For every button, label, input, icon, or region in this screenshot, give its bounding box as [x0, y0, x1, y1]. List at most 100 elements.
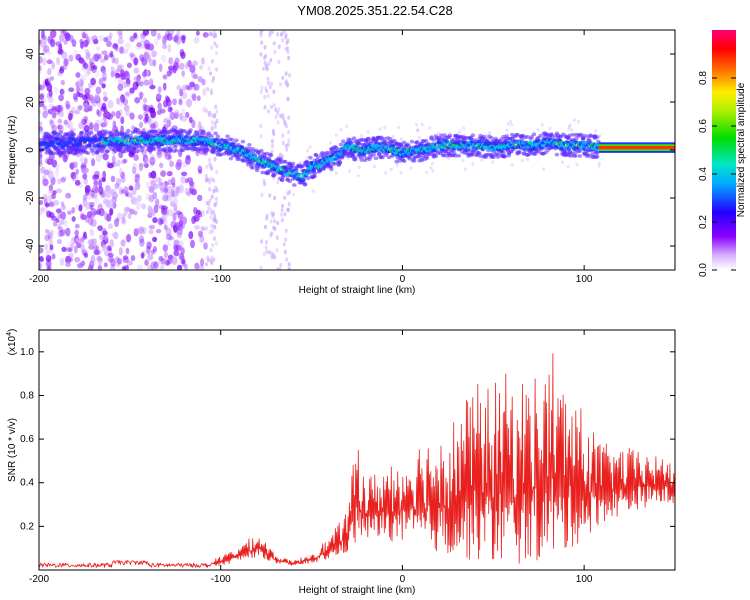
spectrogram-cell — [259, 30, 263, 35]
spectrogram-cell — [208, 230, 212, 235]
spectrogram-cell — [130, 194, 135, 204]
x-tick-label: 0 — [400, 574, 406, 585]
ridge-outer — [411, 158, 417, 163]
spectrogram-cell — [97, 225, 103, 231]
spectrogram-cell — [107, 188, 114, 194]
spectrogram-cell — [165, 30, 170, 39]
spectrogram-cell — [110, 111, 116, 117]
spectrogram-cell — [57, 178, 62, 185]
spectrogram-cell — [260, 239, 263, 244]
spectrogram-cell — [70, 106, 76, 114]
spectrogram-cell — [267, 109, 270, 114]
ridge-outer — [377, 151, 382, 156]
spectrogram-cell — [49, 244, 54, 251]
spectrogram-cell — [458, 129, 462, 134]
spectrogram-cell — [49, 76, 55, 81]
ridge-outer — [102, 144, 107, 149]
spectrogram-cell — [208, 198, 212, 204]
spectrogram-cell — [275, 235, 279, 240]
ridge-outer — [326, 151, 332, 155]
spectrogram-cell — [91, 158, 96, 167]
spectrogram-cell — [145, 181, 150, 189]
spectrogram-cell — [43, 169, 50, 176]
spectrogram-cell — [212, 178, 216, 183]
spectrogram-cell — [54, 169, 59, 178]
spectrogram-cell — [46, 158, 54, 165]
spectrogram-cell — [105, 200, 111, 208]
spectrogram-cell — [154, 177, 161, 183]
spectrogram-cell — [103, 262, 108, 268]
ridge-outer — [315, 155, 321, 159]
spectrogram-cell — [123, 206, 129, 215]
spectrogram-cell — [162, 74, 168, 80]
chart-title: YM08.2025.351.22.54.C28 — [297, 3, 452, 18]
spectrogram-cell — [127, 213, 132, 219]
spectrogram-cell — [55, 104, 62, 113]
spectrogram-cell — [166, 170, 173, 177]
ridge-outer — [300, 164, 305, 168]
spectrogram-cell — [471, 162, 475, 166]
spectrogram-cell — [45, 77, 51, 86]
spectrogram-cell — [133, 154, 139, 162]
spectrogram-cell — [53, 200, 60, 206]
ridge-outer — [402, 159, 407, 163]
spectrogram-cell — [80, 74, 87, 81]
ridge-outer — [470, 133, 476, 138]
spectrogram-cell — [280, 32, 283, 37]
ridge-outer — [247, 143, 252, 147]
spectrogram-cell — [163, 217, 168, 226]
spectrogram-cell — [161, 35, 166, 41]
spectrogram-cell — [167, 153, 173, 162]
spectrogram-cell — [214, 241, 218, 246]
spectrogram-cell — [58, 68, 65, 74]
spectrogram-cell — [124, 207, 128, 216]
spectrogram-cell — [149, 160, 155, 167]
spectrogram-cell — [185, 84, 191, 90]
ridge-outer — [249, 162, 254, 167]
spectrogram-cell — [160, 262, 166, 268]
spectrogram-cell — [189, 64, 196, 73]
spectrogram-cell — [167, 65, 175, 71]
spectrogram-cell — [65, 103, 70, 111]
spectrogram-cell — [366, 130, 370, 134]
spectrogram-cell — [69, 162, 75, 170]
spectrogram-cell — [121, 265, 126, 270]
spectrogram-cell — [101, 189, 107, 198]
spectrogram-cell — [77, 77, 83, 86]
spectrogram-cell — [396, 125, 400, 130]
spectrogram-cell — [282, 242, 286, 247]
spectrogram-cell — [163, 74, 167, 80]
spectrogram-cell — [169, 200, 175, 207]
ridge-outer — [595, 151, 600, 155]
spectrogram-cell — [95, 70, 100, 78]
spectrogram-cell — [50, 215, 57, 221]
spectrogram-cell — [199, 64, 203, 70]
spectrogram-cell — [160, 214, 165, 223]
spectrogram-cell — [88, 94, 94, 102]
spectrogram-cell — [46, 59, 53, 65]
spectrogram-cell — [116, 159, 121, 167]
spectrogram-cell — [87, 68, 91, 75]
spectrogram-x-axis: -200 -100 0 100 — [29, 30, 593, 285]
spectrogram-cell — [65, 227, 71, 237]
ridge-outer — [39, 137, 44, 142]
spectrogram-cell — [153, 120, 159, 130]
spectrogram-cell — [138, 162, 145, 168]
ridge-outer — [113, 149, 118, 154]
ridge-outer — [157, 147, 163, 152]
spectrogram-cell — [214, 104, 218, 110]
spectrogram-cell — [90, 218, 97, 228]
spectrogram-cell — [187, 60, 192, 68]
ridge-outer — [402, 140, 407, 145]
spectrogram-cell — [110, 70, 115, 78]
spectrogram-cell — [191, 188, 197, 196]
spectrogram-cell — [81, 118, 88, 125]
spectrogram-cell — [52, 112, 57, 120]
spectrogram-cell — [158, 255, 164, 262]
spectrogram-cell — [48, 184, 54, 192]
spectrogram-cell — [210, 113, 214, 118]
spectrogram-cell — [84, 187, 90, 196]
spectrogram-cell — [39, 39, 43, 47]
spectrogram-cell — [70, 171, 77, 180]
spectrogram-cell — [209, 211, 213, 216]
